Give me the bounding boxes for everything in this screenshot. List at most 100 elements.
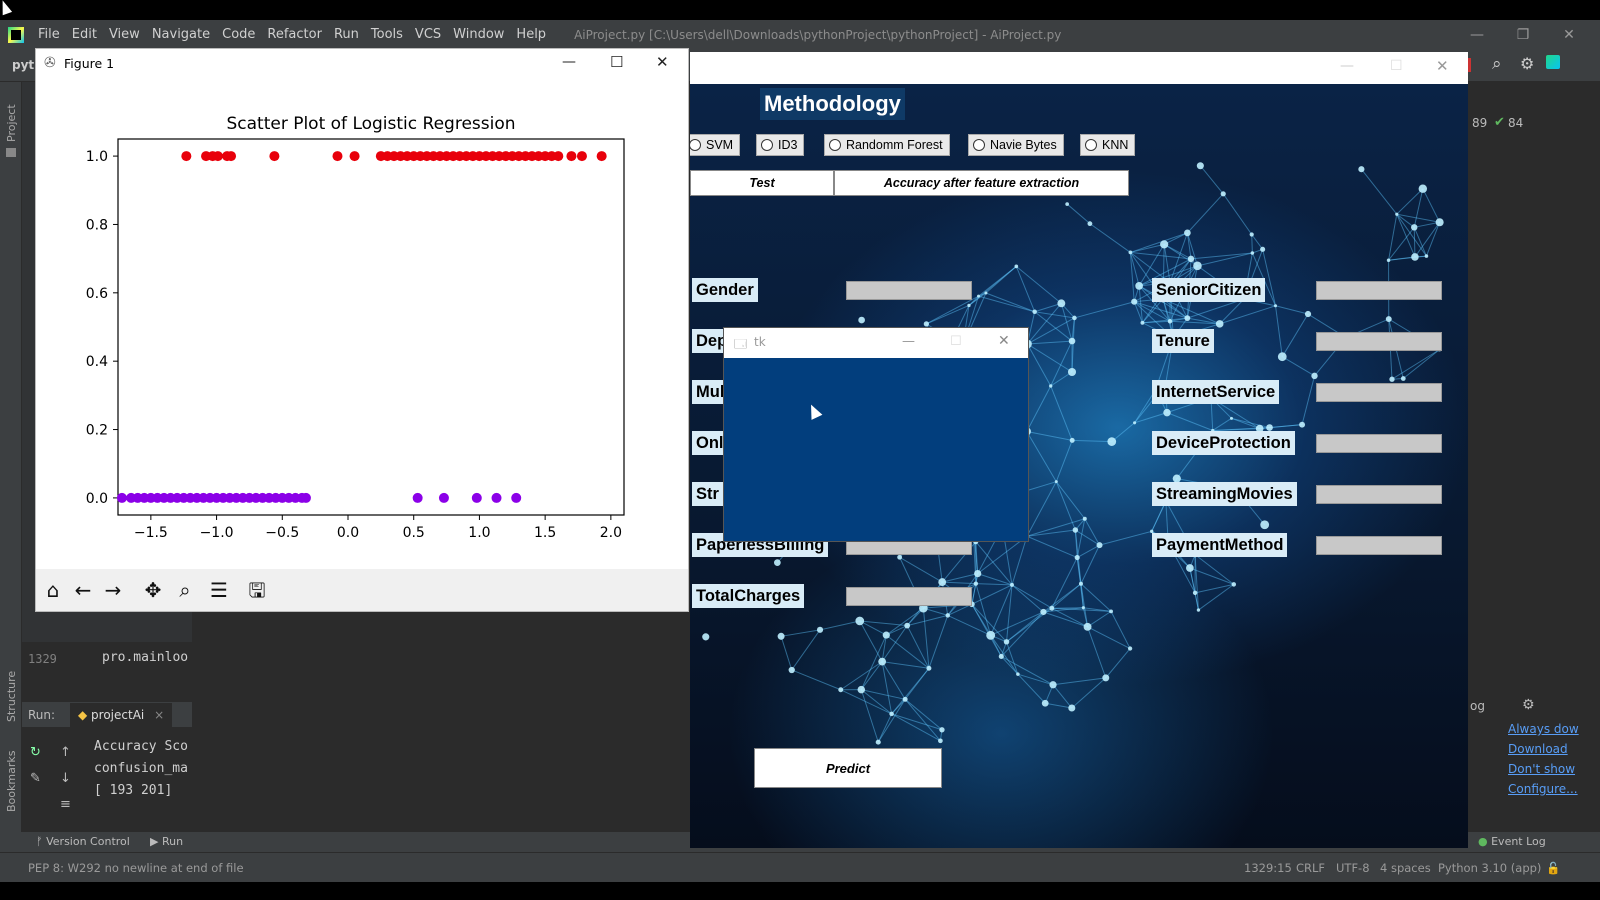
- network-node: [1150, 529, 1154, 534]
- network-node: [1131, 298, 1138, 305]
- tk-minimize-icon[interactable]: —: [902, 334, 915, 349]
- home-icon[interactable]: ⌂: [46, 578, 60, 602]
- code-text[interactable]: pro.mainloo: [102, 650, 189, 665]
- menu-tools[interactable]: Tools: [370, 27, 403, 42]
- save-figure-icon[interactable]: 🖫: [248, 578, 266, 602]
- search-icon[interactable]: ⌕: [1492, 54, 1502, 74]
- menu-navigate[interactable]: Navigate: [151, 27, 211, 42]
- network-node: [1311, 372, 1318, 380]
- pan-move-icon[interactable]: ✥: [144, 578, 162, 602]
- network-node: [998, 653, 1004, 659]
- configure-subplots-icon[interactable]: ☰: [210, 578, 228, 602]
- project-tool-tab[interactable]: Project: [5, 104, 18, 142]
- inspection-count[interactable]: 84: [1508, 116, 1524, 130]
- radio-knn[interactable]: KNN: [1080, 134, 1136, 156]
- seniorcitizen-entry[interactable]: [1316, 281, 1442, 300]
- figure-minimize-icon[interactable]: —: [562, 54, 576, 70]
- event-log-link[interactable]: Don't show: [1508, 762, 1576, 776]
- ide-restore-icon[interactable]: ❐: [1516, 27, 1530, 43]
- forward-arrow-icon[interactable]: →: [104, 578, 122, 602]
- app-maximize-icon[interactable]: ☐: [1390, 58, 1403, 74]
- network-link: [840, 661, 883, 691]
- predict-button[interactable]: Predict: [754, 748, 942, 788]
- test-button[interactable]: Test: [690, 170, 834, 196]
- jetbrains-toolbox-icon[interactable]: [1546, 55, 1560, 69]
- version-control-tab[interactable]: ᚠ Version Control: [36, 835, 130, 848]
- paymentmethod-entry[interactable]: [1316, 536, 1442, 555]
- menu-window[interactable]: Window: [453, 27, 505, 42]
- network-link: [891, 713, 941, 742]
- event-log-tab[interactable]: ● Event Log: [1478, 835, 1546, 848]
- network-node: [1435, 218, 1444, 227]
- network-link: [1011, 584, 1053, 609]
- event-log-link[interactable]: Download: [1508, 742, 1568, 756]
- network-link: [977, 573, 1013, 586]
- zoom-magnifier-icon[interactable]: ⌕: [179, 578, 191, 602]
- tk-maximize-icon[interactable]: ☐: [950, 334, 962, 349]
- bookmarks-tool-tab[interactable]: Bookmarks: [5, 750, 18, 812]
- run-bottom-tab[interactable]: ▶ Run: [150, 835, 183, 848]
- indent-setting[interactable]: 4 spaces: [1380, 861, 1431, 875]
- network-node: [974, 570, 982, 578]
- menu-help[interactable]: Help: [516, 27, 547, 42]
- figure-maximize-icon[interactable]: ☐: [610, 53, 624, 71]
- ide-close-icon[interactable]: ✕: [1563, 27, 1575, 43]
- file-encoding[interactable]: UTF-8: [1336, 861, 1370, 875]
- settings-gear-icon[interactable]: ⚙: [1520, 54, 1535, 73]
- tk-close-icon[interactable]: ✕: [998, 333, 1010, 349]
- deviceprotection-entry[interactable]: [1316, 434, 1442, 453]
- soft-wrap-icon[interactable]: ≡: [60, 797, 71, 812]
- app-minimize-icon[interactable]: —: [1340, 58, 1354, 74]
- network-link: [1391, 349, 1440, 380]
- editor-visible-line[interactable]: 1329 pro.mainloo: [22, 642, 192, 702]
- stop-icon[interactable]: [1466, 58, 1471, 72]
- scroll-up-icon[interactable]: ↑: [60, 745, 71, 760]
- caret-position[interactable]: 1329:15: [1244, 861, 1292, 875]
- streamingmovies-entry[interactable]: [1316, 485, 1442, 504]
- menu-edit[interactable]: Edit: [71, 27, 97, 42]
- gender-entry[interactable]: [846, 281, 972, 300]
- wrench-icon[interactable]: ✎: [30, 771, 41, 786]
- accuracy-feature-extraction-button[interactable]: Accuracy after feature extraction: [834, 170, 1129, 196]
- menu-run[interactable]: Run: [333, 27, 359, 42]
- internetservice-entry[interactable]: [1316, 383, 1442, 402]
- network-link: [904, 698, 943, 731]
- network-node: [977, 294, 981, 298]
- line-separator[interactable]: CRLF: [1296, 861, 1326, 875]
- network-link: [780, 636, 793, 671]
- status-message[interactable]: PEP 8: W292 no newline at end of file: [28, 861, 244, 875]
- python-interpreter[interactable]: Python 3.10 (app): [1438, 861, 1542, 875]
- network-node: [1109, 609, 1113, 614]
- totalcharges-entry[interactable]: [846, 587, 972, 606]
- rerun-icon[interactable]: ↻: [30, 745, 41, 760]
- menu-file[interactable]: File: [38, 27, 60, 42]
- tenure-entry[interactable]: [1316, 332, 1442, 351]
- network-node: [1140, 320, 1145, 325]
- network-link: [1080, 583, 1112, 612]
- menu-refactor[interactable]: Refactor: [267, 27, 322, 42]
- lock-icon[interactable]: 🔓: [1546, 861, 1561, 875]
- event-log-link[interactable]: Configure...: [1508, 782, 1578, 796]
- menu-code[interactable]: Code: [222, 27, 256, 42]
- network-node: [973, 581, 979, 586]
- app-close-icon[interactable]: ✕: [1436, 57, 1449, 75]
- event-log-link[interactable]: Always dow: [1508, 722, 1579, 736]
- network-link: [899, 556, 943, 583]
- network-link: [1138, 265, 1198, 287]
- radio-id3[interactable]: ID3: [756, 134, 805, 156]
- back-arrow-icon[interactable]: ←: [74, 578, 92, 602]
- menu-view[interactable]: View: [108, 27, 140, 42]
- scroll-down-icon[interactable]: ↓: [60, 771, 71, 786]
- log-settings-gear-icon[interactable]: ⚙: [1522, 697, 1535, 713]
- structure-tool-tab[interactable]: Structure: [5, 670, 18, 722]
- close-tab-icon[interactable]: ×: [154, 708, 165, 722]
- methodology-heading: Methodology: [760, 88, 905, 120]
- ide-minimize-icon[interactable]: —: [1470, 27, 1484, 43]
- figure-close-icon[interactable]: ✕: [656, 53, 669, 71]
- radio-naive-bayes[interactable]: Navie Bytes: [968, 134, 1064, 156]
- radio-random-forest[interactable]: Randomm Forest: [824, 134, 950, 156]
- radio-svm[interactable]: SVM: [690, 134, 741, 156]
- menu-vcs[interactable]: VCS: [414, 27, 442, 42]
- network-link: [1275, 305, 1309, 315]
- run-tab-projectai[interactable]: ◆ projectAi ×: [70, 703, 173, 727]
